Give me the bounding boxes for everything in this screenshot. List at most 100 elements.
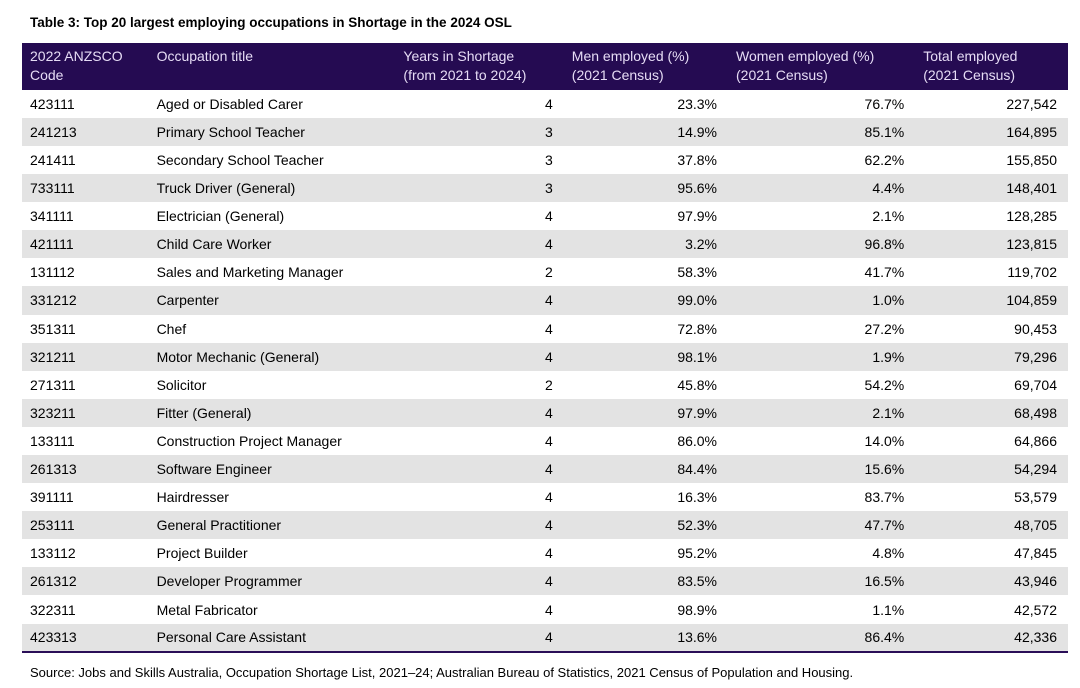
cell-women: 14.0% <box>864 432 905 449</box>
cell-total: 48,705 <box>915 511 1068 540</box>
table-row: 261312 Developer Programmer 4 83.5% 16.5% 43,… <box>22 567 1068 596</box>
cell-total: 43,946 <box>915 567 1068 596</box>
cell-women: 4.8% <box>872 545 905 562</box>
cell-men: 52.3% <box>563 511 729 540</box>
cell-total: 119,702 <box>1007 264 1057 281</box>
table-row: 341111 Electrician (General) 4 97.9% 2.1% 128… <box>22 202 1068 230</box>
cell-title: Aged or Disabled Carer <box>156 95 303 112</box>
cell-title: Solicitor <box>156 376 207 393</box>
cell-code: 331212 <box>22 286 149 315</box>
cell-years: 4 <box>545 208 553 225</box>
cell-code: 323211 <box>22 398 149 427</box>
cell-title: Motor Mechanic (General) <box>148 342 396 371</box>
cell-title: Project Builder <box>156 545 248 562</box>
cell-men: 23.3% <box>677 95 718 112</box>
cell-code: 241411 <box>30 152 76 169</box>
table-header-row: 2022 ANZSCO Code Occupation title Years in… <box>22 43 1068 90</box>
cell-code: 253111 <box>22 511 149 540</box>
table-caption: Table 3: Top 20 largest employing occupa… <box>30 15 512 30</box>
table-row: 391111 Hairdresser 4 16.3% 83.7% 53,579 <box>22 483 1068 511</box>
cell-code: 391111 <box>30 489 74 506</box>
cell-women: 1.0% <box>728 286 916 315</box>
cell-total: 164,895 <box>915 117 1068 146</box>
cell-women: 85.1% <box>728 117 916 146</box>
cell-total: 42,336 <box>915 623 1068 652</box>
table-row: 423111 Aged or Disabled Carer 4 23.3% 76.7% 2… <box>22 90 1068 118</box>
cell-women: 96.8% <box>728 230 916 259</box>
cell-men: 58.3% <box>677 264 718 281</box>
cell-code: 261313 <box>22 455 149 484</box>
cell-women: 27.2% <box>864 320 905 337</box>
cell-men: 97.9% <box>563 398 729 427</box>
table-row: 421111 Child Care Worker 4 3.2% 96.8% 123,815 <box>22 230 1068 259</box>
cell-years: 3 <box>395 117 564 146</box>
cell-men: 97.9% <box>677 208 718 225</box>
cell-years: 4 <box>545 432 553 449</box>
cell-men: 99.0% <box>563 286 729 315</box>
cell-total: 148,401 <box>915 174 1068 203</box>
cell-women: 16.5% <box>728 567 916 596</box>
cell-total: 90,453 <box>1014 320 1057 337</box>
cell-code: 322311 <box>30 601 76 618</box>
table-row: 331212 Carpenter 4 99.0% 1.0% 104,859 <box>22 286 1068 315</box>
table-row: 323211 Fitter (General) 4 97.9% 2.1% 68,498 <box>22 398 1068 427</box>
table-row: 133111 Construction Project Manager 4 86.0%… <box>22 427 1068 455</box>
cell-women: 83.7% <box>864 489 905 506</box>
cell-men: 3.2% <box>563 230 729 259</box>
cell-code: 271311 <box>30 376 76 393</box>
cell-men: 86.0% <box>677 432 718 449</box>
cell-total: 54,294 <box>915 455 1068 484</box>
column-header-men: Men employed (%) (2021 Census) <box>563 43 729 90</box>
cell-women: 2.1% <box>728 398 916 427</box>
cell-years: 4 <box>545 95 553 112</box>
cell-title: Software Engineer <box>148 455 396 484</box>
cell-men: 84.4% <box>563 455 729 484</box>
table-row: 241213 Primary School Teacher 3 14.9% 85.1% 1… <box>22 117 1068 146</box>
table-row: 241411 Secondary School Teacher 3 37.8% 62.2… <box>22 146 1068 174</box>
cell-women: 47.7% <box>728 511 916 540</box>
cell-years: 4 <box>545 320 553 337</box>
cell-title: Fitter (General) <box>148 398 396 427</box>
column-header-women: Women employed (%) (2021 Census) <box>728 43 916 90</box>
cell-years: 4 <box>395 286 564 315</box>
cell-years: 4 <box>395 398 564 427</box>
cell-years: 4 <box>395 455 564 484</box>
cell-years: 4 <box>395 623 564 652</box>
table-row: 322311 Metal Fabricator 4 98.9% 1.1% 42,572 <box>22 595 1068 623</box>
cell-men: 16.3% <box>677 489 718 506</box>
column-header-title: Occupation title <box>148 43 396 90</box>
cell-men: 37.8% <box>677 152 718 169</box>
cell-title: Secondary School Teacher <box>156 152 324 169</box>
cell-total: 123,815 <box>915 230 1068 259</box>
table-row: 423313 Personal Care Assistant 4 13.6% 86.4%… <box>22 623 1068 652</box>
cell-code: 131112 <box>30 264 75 281</box>
table-container: 2022 ANZSCO Code Occupation title Years in… <box>22 43 1068 653</box>
cell-years: 3 <box>395 174 564 203</box>
column-header-code: 2022 ANZSCO Code <box>22 43 149 90</box>
table-row: 133112 Project Builder 4 95.2% 4.8% 47,845 <box>22 539 1068 567</box>
cell-years: 2 <box>545 264 553 281</box>
cell-title: Personal Care Assistant <box>148 623 396 652</box>
column-header-total: Total employed (2021 Census) <box>915 43 1068 90</box>
cell-total: 68,498 <box>915 398 1068 427</box>
cell-men: 95.2% <box>677 545 718 562</box>
cell-total: 64,866 <box>1014 432 1057 449</box>
cell-total: 47,845 <box>1014 545 1057 562</box>
cell-total: 79,296 <box>915 342 1068 371</box>
cell-men: 14.9% <box>563 117 729 146</box>
cell-years: 4 <box>395 567 564 596</box>
cell-men: 83.5% <box>563 567 729 596</box>
cell-total: 155,850 <box>1006 152 1057 169</box>
cell-code: 351311 <box>30 320 76 337</box>
cell-years: 4 <box>395 342 564 371</box>
cell-total: 104,859 <box>915 286 1068 315</box>
cell-total: 128,285 <box>1006 208 1057 225</box>
cell-code: 423111 <box>30 95 75 112</box>
cell-total: 227,542 <box>1006 95 1057 112</box>
cell-title: Child Care Worker <box>148 230 396 259</box>
cell-title: Hairdresser <box>156 489 229 506</box>
cell-women: 15.6% <box>728 455 916 484</box>
cell-men: 45.8% <box>677 376 718 393</box>
cell-total: 69,704 <box>1014 376 1057 393</box>
